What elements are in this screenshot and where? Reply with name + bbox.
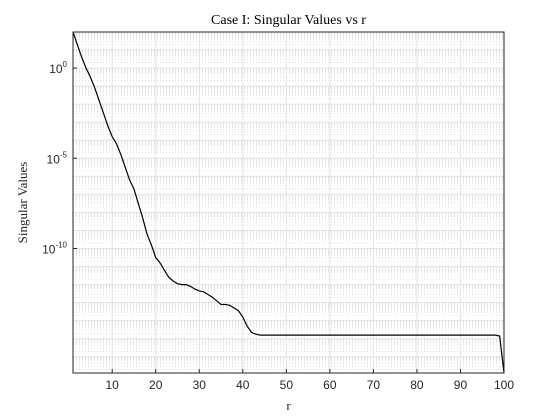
x-tick-label: 90	[454, 378, 468, 392]
x-tick-label: 100	[494, 378, 514, 392]
chart-title: Case I: Singular Values vs r	[211, 13, 366, 28]
x-tick-label: 10	[106, 378, 120, 392]
y-axis-ticks: 100 10-5 10-10	[42, 60, 77, 257]
x-tick-label: 30	[193, 378, 207, 392]
plot-frame	[72, 31, 505, 374]
y-tick-label: 100	[49, 60, 67, 76]
x-tick-label: 20	[149, 378, 163, 392]
plot-area	[73, 32, 504, 373]
x-axis-label: r	[286, 398, 291, 413]
y-tick-label: 10-10	[42, 241, 67, 257]
x-axis-ticks: 10 20 30 40 50 60 70 80 90 100	[106, 369, 514, 392]
x-tick-label: 50	[280, 378, 294, 392]
series-line	[72, 31, 505, 374]
x-tick-label: 70	[367, 378, 381, 392]
y-axis-label: Singular Values	[15, 162, 30, 244]
x-tick-label: 40	[236, 378, 250, 392]
x-tick-label: 60	[323, 378, 337, 392]
x-tick-label: 80	[410, 378, 424, 392]
y-tick-label: 10-5	[47, 150, 68, 166]
